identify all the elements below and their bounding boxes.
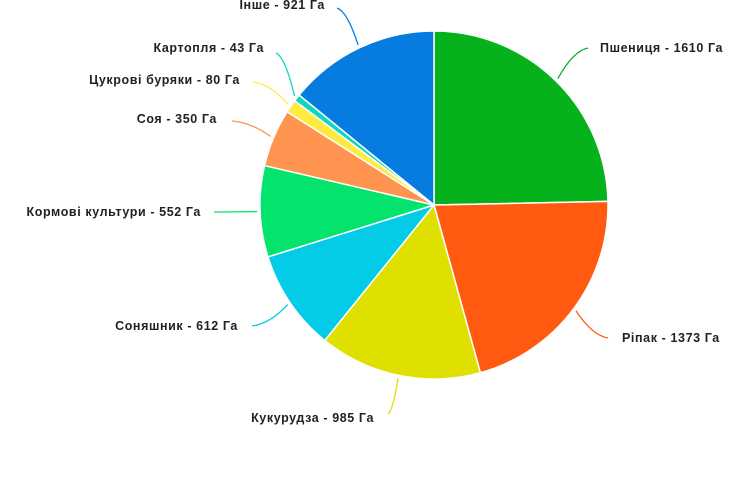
pie-slices <box>259 30 609 380</box>
slice-9 <box>298 30 435 206</box>
slice-1-leader-line <box>557 47 589 79</box>
slice-2 <box>433 200 609 374</box>
slice-9-label: Інше - 921 Га <box>239 0 325 12</box>
slice-2-label: Ріпак - 1373 Га <box>622 331 720 345</box>
slice-1 <box>433 30 609 206</box>
slice-7-leader-line <box>252 81 289 105</box>
slice-8-leader-line <box>275 52 296 97</box>
slice-6-label: Соя - 350 Га <box>137 112 218 126</box>
slice-5 <box>259 164 435 258</box>
slice-7-label: Цукрові буряки - 80 Га <box>89 73 240 87</box>
slice-9-leader-line <box>336 7 359 46</box>
slice-8-label: Картопля - 43 Га <box>153 41 264 55</box>
slice-3-label: Кукурудза - 985 Га <box>251 411 374 425</box>
slice-labels: Пшениця - 1610 Га Ріпак - 1373 Га Кукурудз… <box>26 0 723 425</box>
slice-4 <box>267 204 435 342</box>
slice-1-label: Пшениця - 1610 Га <box>600 41 723 55</box>
slice-4-leader-line <box>251 304 289 327</box>
slice-6-leader-line <box>231 120 272 138</box>
slice-4-label: Соняшник - 612 Га <box>115 319 238 333</box>
leader-lines <box>213 7 609 415</box>
slice-2-leader-line <box>575 310 609 339</box>
slice-3 <box>324 204 482 380</box>
slice-3-leader-line <box>387 378 399 415</box>
slice-5-label: Кормові культури - 552 Га <box>26 205 201 219</box>
